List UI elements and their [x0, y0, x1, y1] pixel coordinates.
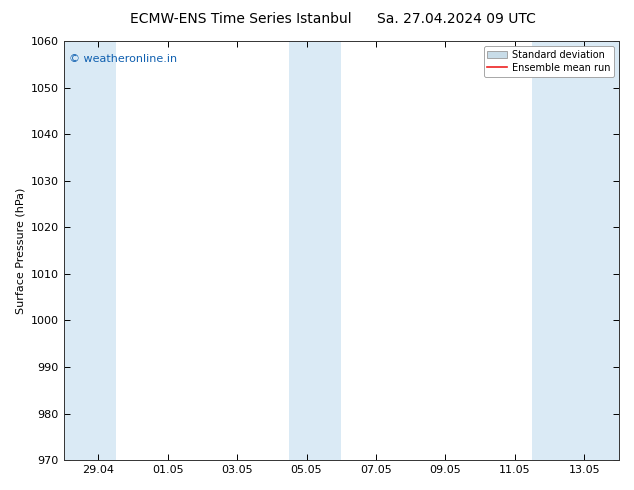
- Y-axis label: Surface Pressure (hPa): Surface Pressure (hPa): [15, 187, 25, 314]
- Bar: [532, 41, 619, 460]
- Bar: [324, 41, 341, 460]
- Text: ECMW-ENS Time Series Istanbul: ECMW-ENS Time Series Istanbul: [130, 12, 352, 26]
- Bar: [289, 41, 324, 460]
- Text: Sa. 27.04.2024 09 UTC: Sa. 27.04.2024 09 UTC: [377, 12, 536, 26]
- Bar: [63, 41, 115, 460]
- Legend: Standard deviation, Ensemble mean run: Standard deviation, Ensemble mean run: [484, 46, 614, 76]
- Text: © weatheronline.in: © weatheronline.in: [69, 53, 178, 64]
